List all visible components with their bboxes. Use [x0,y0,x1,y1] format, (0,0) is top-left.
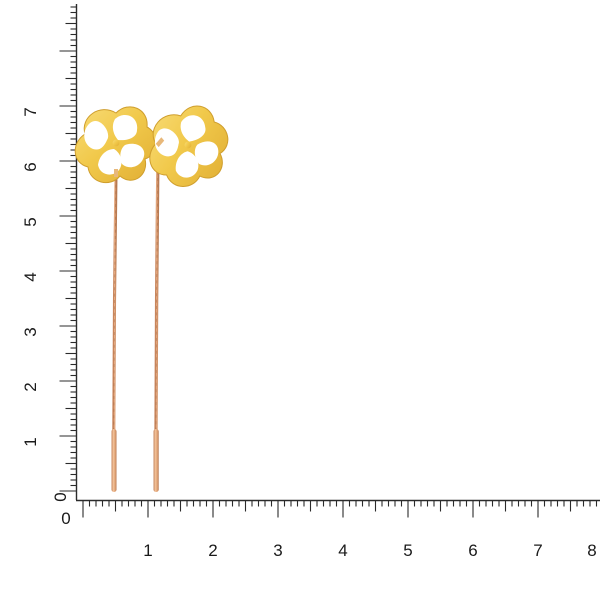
horizontal-tick-label: 2 [208,541,217,560]
horizontal-tick-label: 4 [338,541,347,560]
horizontal-origin-label: 0 [61,509,70,528]
vertical-tick-label: 2 [21,382,40,391]
earring-right-chain [154,145,160,433]
horizontal-tick-label: 8 [587,541,596,560]
horizontal-tick-label: 3 [273,541,282,560]
earring-left-bar [111,429,117,492]
vertical-origin-label: 0 [51,492,70,501]
earring-left-clover-pendant [74,106,157,184]
horizontal-tick-label: 1 [143,541,152,560]
vertical-tick-label: 5 [21,217,40,226]
vertical-tick-label: 7 [21,107,40,116]
vertical-tick-label: 6 [21,162,40,171]
vertical-tick-label: 1 [21,437,40,446]
earring-right-clover-pendant [149,105,229,187]
vertical-tick-label: 4 [21,272,40,281]
earring-left-chain [112,171,118,433]
horizontal-tick-label: 7 [533,541,542,560]
horizontal-tick-label: 5 [403,541,412,560]
horizontal-ruler-ticks [82,500,598,518]
horizontal-tick-label: 6 [468,541,477,560]
earring-left [74,106,157,492]
horizontal-ruler-labels: 1 2 3 4 5 6 7 8 [143,541,596,560]
earring-right [149,105,229,492]
vertical-tick-label: 3 [21,327,40,336]
vertical-ruler-labels: 1 2 3 4 5 6 7 [21,107,40,446]
earring-right-bar [153,429,159,492]
vertical-ruler-ticks [59,6,77,492]
